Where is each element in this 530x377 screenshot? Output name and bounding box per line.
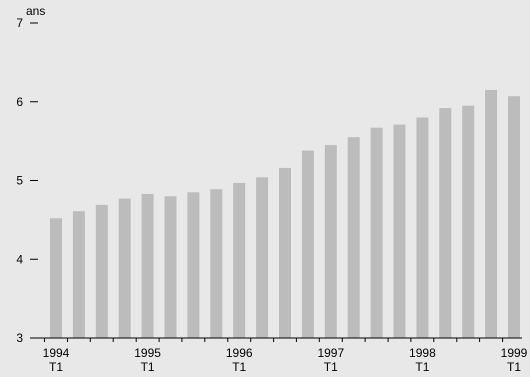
bar-1996-t4	[301, 150, 314, 338]
x-tick-label-quarter: T1	[415, 360, 429, 374]
bars-group	[50, 89, 520, 339]
x-tick-label-year: 1995	[134, 346, 161, 360]
y-tick-label: 4	[16, 252, 23, 266]
x-tick-label-year: 1996	[226, 346, 253, 360]
x-tick-label-year: 1994	[43, 346, 70, 360]
x-tick-label-quarter: T1	[232, 360, 246, 374]
bar-1995-t3	[187, 192, 200, 338]
bar-1994-t2	[72, 211, 85, 338]
bar-1998-t2	[439, 108, 452, 338]
x-tick-label-quarter: T1	[507, 360, 521, 374]
x-tick-label-quarter: T1	[141, 360, 155, 374]
bar-1999-t1	[508, 96, 520, 338]
y-unit-label: ans	[26, 4, 45, 18]
x-tick-label-year: 1998	[409, 346, 436, 360]
bar-1995-t1	[141, 193, 154, 338]
bar-1996-t3	[279, 167, 291, 338]
bar-1997-t2	[347, 137, 360, 338]
y-tick-label: 7	[16, 16, 23, 30]
bar-1994-t1	[50, 218, 62, 338]
bar-1997-t3	[370, 127, 383, 338]
bar-1996-t2	[256, 177, 269, 338]
y-tick-label: 3	[16, 331, 23, 345]
y-axis: 3 4 5 6 7	[16, 16, 38, 345]
bar-1997-t4	[393, 124, 406, 338]
y-tick-label: 6	[16, 95, 23, 109]
bar-1994-t4	[118, 198, 131, 338]
bar-1996-t1	[233, 182, 246, 338]
bar-1995-t2	[164, 196, 177, 339]
x-tick-label-quarter: T1	[324, 360, 338, 374]
bar-1997-t1	[324, 145, 337, 338]
x-tick-label-quarter: T1	[49, 360, 63, 374]
bar-1998-t4	[485, 89, 498, 339]
bar-1998-t1	[416, 117, 429, 338]
x-tick-label-year: 1999	[501, 346, 528, 360]
y-tick-label: 5	[16, 174, 23, 188]
x-tick-label-year: 1997	[317, 346, 344, 360]
bar-1995-t4	[210, 189, 223, 338]
bar-1998-t3	[462, 105, 475, 338]
bar-1994-t3	[95, 204, 108, 338]
